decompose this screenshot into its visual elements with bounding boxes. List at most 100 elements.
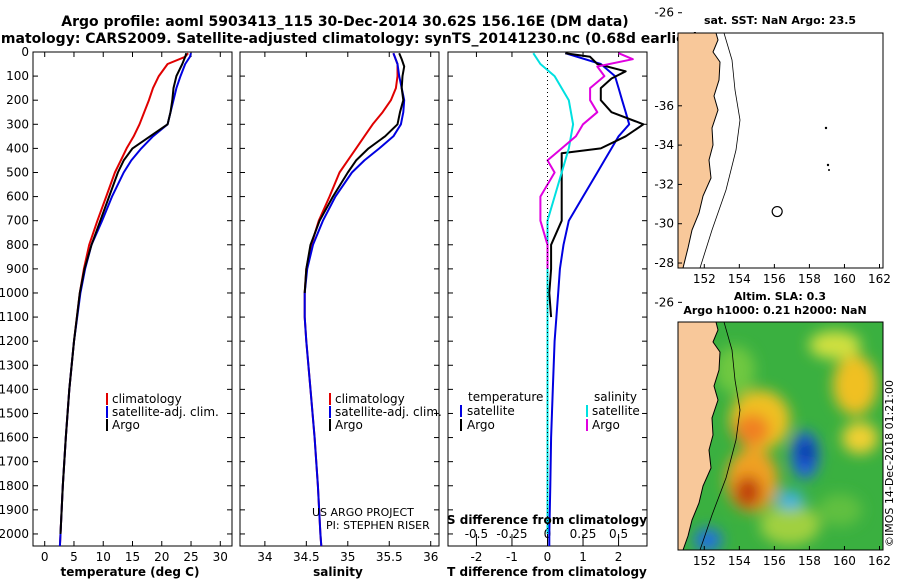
salinity-plot-frame [239, 51, 440, 547]
sla-anomaly [734, 414, 770, 446]
sst-map-title: sat. SST: NaN Argo: 23.5 [704, 14, 856, 27]
x-tick-label: -2 [470, 550, 482, 564]
sla-anomaly [734, 476, 762, 508]
sla-map-frame [677, 321, 884, 551]
figure-title-line-1: Argo profile: aoml 5903413_115 30-Dec-20… [61, 14, 628, 30]
lon-tick-label: 160 [833, 272, 856, 286]
legend-label-s-satellite: satellite [592, 404, 640, 418]
lon-tick-label: 156 [763, 554, 786, 568]
sla-anomaly [798, 440, 814, 464]
temperature-plot-frame [32, 51, 233, 547]
depth-tick-label: 700 [6, 214, 29, 228]
temperature-legend: climatology satellite-adj. clim. Argo [106, 392, 219, 432]
imos-timestamp: ©IMOS 14-Dec-2018 01:21:00 [883, 380, 896, 547]
depth-tick-label: 400 [6, 141, 29, 155]
sla-anomaly [694, 528, 722, 550]
island-dot [826, 163, 830, 167]
x-tick-label: 25 [183, 550, 198, 564]
s-difference-x-label: S difference from climatology [447, 513, 647, 527]
salinity-depth-ticks [240, 51, 439, 535]
x-tick-label: 34 [257, 550, 272, 564]
x-tick-label: 35.5 [376, 550, 403, 564]
legend-title-temperature: temperature [468, 390, 543, 404]
sla-map-title-1: Altim. SLA: 0.3 [734, 290, 826, 303]
salinity-profile-panel: 34 34.5 35 35.5 36 salinity climatology sate… [239, 51, 442, 579]
x-tick-label: 2 [615, 550, 623, 564]
x-tick-label: 36 [423, 550, 438, 564]
credit-project: US ARGO PROJECT [312, 506, 414, 519]
sla-map: Altim. SLA: 0.3 Argo h1000: 0.21 h2000: … [654, 99, 896, 568]
sla-anomaly [842, 422, 878, 454]
shelf-contour [699, 322, 741, 550]
lon-tick-label: 156 [763, 272, 786, 286]
x-tick-label: 15 [125, 550, 140, 564]
t-difference-x-label: T difference from climatology [447, 565, 647, 579]
depth-tick-label: 1200 [0, 334, 29, 348]
sla-anomaly [760, 505, 820, 545]
sla-anomaly [833, 355, 877, 415]
credit-pi: PI: STEPHEN RISER [326, 519, 430, 532]
s-diff-tick-label: -0.5 [465, 527, 488, 541]
s-diff-tick-label: 0.5 [609, 527, 628, 541]
difference-depth-ticks [448, 51, 647, 535]
depth-tick-label: 1400 [0, 382, 29, 396]
salinity-x-label: salinity [313, 565, 363, 579]
sla-field [694, 331, 878, 550]
lat-tick-label: -32 [654, 177, 674, 191]
temperature-x-label: temperature (deg C) [61, 565, 200, 579]
depth-tick-label: 1800 [0, 479, 29, 493]
sla-map-title-2: Argo h1000: 0.21 h2000: NaN [683, 304, 866, 317]
legend-label-argo: Argo [335, 418, 363, 432]
sst-map: sat. SST: NaN Argo: 23.5 152 154 156 158 160… [654, 6, 891, 286]
lat-tick-label: -30 [654, 217, 674, 231]
lat-tick-label: -26 [654, 295, 674, 309]
salinity-x-axis: 34 34.5 35 35.5 36 [257, 52, 438, 564]
lon-tick-label: 154 [728, 554, 751, 568]
depth-axis: 0 100 200 300 400 500 600 700 800 900 1000 1100 1200… [0, 45, 232, 541]
temperature-series [58, 52, 192, 547]
australia-landmass [678, 322, 721, 550]
lon-tick-label: 160 [833, 554, 856, 568]
s-diff-tick-label: 0.25 [570, 527, 597, 541]
lon-tick-label: 152 [693, 272, 716, 286]
series-line-argo [59, 52, 188, 535]
x-tick-label: -1 [506, 550, 518, 564]
lat-tick-label: -36 [654, 99, 674, 113]
island-dot [828, 169, 830, 171]
legend-label-satellite: satellite-adj. clim. [335, 405, 442, 419]
lon-tick-label: 154 [728, 272, 751, 286]
temperature-profile-panel: 0100200300400500600700800900100011001200… [0, 45, 233, 579]
series-line-s-argo [539, 52, 634, 269]
depth-tick-label: 1000 [0, 286, 29, 300]
difference-legend: temperature salinity satellite Argo sate… [460, 390, 640, 432]
sla-anomaly [818, 494, 862, 526]
legend-label-argo: Argo [112, 418, 140, 432]
s-diff-tick-label: -0.25 [496, 527, 527, 541]
shelf-contour [699, 33, 741, 268]
lat-tick-label: -28 [654, 256, 674, 270]
x-tick-label: 35 [340, 550, 355, 564]
x-tick-label: 5 [70, 550, 78, 564]
legend-title-salinity: salinity [594, 390, 637, 404]
series-line-t-satellite [548, 52, 631, 546]
x-tick-label: 34.5 [293, 550, 320, 564]
argo-float-location [771, 205, 783, 218]
depth-tick-label: 1300 [0, 358, 29, 372]
legend-label-s-argo: Argo [592, 418, 620, 432]
legend-label-climatology: climatology [335, 392, 405, 406]
depth-tick-label: 100 [6, 69, 29, 83]
sla-anomaly [809, 331, 861, 359]
lon-tick-label: 158 [798, 554, 821, 568]
legend-label-climatology: climatology [112, 392, 182, 406]
depth-tick-label: 500 [6, 165, 29, 179]
x-tick-label: 20 [154, 550, 169, 564]
x-tick-label: 30 [213, 550, 228, 564]
salinity-legend: climatology satellite-adj. clim. Argo [329, 392, 442, 432]
x-tick-label: 1 [579, 550, 587, 564]
sst-map-axes: 152 154 156 158 160 162 -26 -28 -30 -32 -34 -36 [654, 6, 891, 286]
figure-title-line-2: Climatology: CARS2009. Satellite-adjuste… [0, 31, 699, 47]
sla-anomaly [715, 346, 755, 394]
depth-tick-label: 1500 [0, 406, 29, 420]
lon-tick-label: 158 [798, 272, 821, 286]
